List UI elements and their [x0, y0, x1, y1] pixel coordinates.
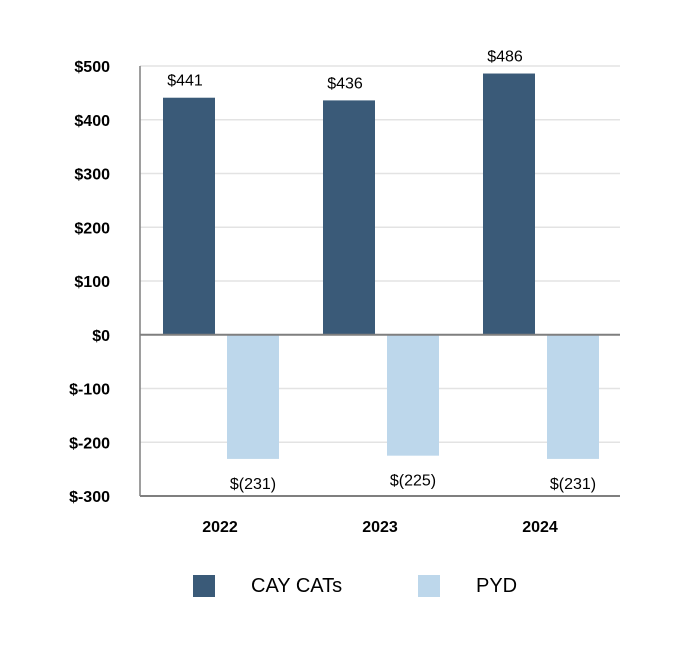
legend-label-cay-cats: CAY CATs: [251, 574, 343, 597]
data-label: $(225): [390, 473, 436, 490]
legend-swatch-cay-cats: [193, 575, 215, 597]
legend-item-pyd: PYD: [418, 572, 517, 600]
x-tick-label: 2022: [202, 519, 238, 536]
bar-cay-cats-2024: [483, 73, 535, 335]
bar-pyd-2024: [547, 334, 599, 459]
legend-swatch-pyd: [418, 575, 440, 597]
bar-cay-cats-2022: [163, 97, 215, 335]
y-tick-label: $300: [74, 167, 110, 184]
data-label: $441: [167, 73, 203, 90]
data-label: $(231): [230, 476, 276, 493]
y-tick-label: $-100: [69, 382, 110, 399]
data-label: $436: [327, 75, 363, 92]
y-tick-label: $100: [74, 274, 110, 291]
data-label: $486: [487, 49, 523, 66]
y-tick-label: $400: [74, 113, 110, 130]
y-tick-label: $0: [92, 328, 110, 345]
axes: [139, 66, 620, 497]
bar-pyd-2022: [227, 334, 279, 459]
y-tick-label: $200: [74, 220, 110, 237]
legend-label-pyd: PYD: [476, 574, 518, 597]
data-labels: $441 $436 $486 $(231) $(225) $(231): [167, 49, 596, 493]
x-tick-label: 2024: [522, 519, 558, 536]
legend: CAY CATs PYD: [0, 572, 684, 600]
x-axis-ticks: 2022 2023 2024: [202, 519, 558, 536]
x-tick-label: 2023: [362, 519, 398, 536]
bar-cay-cats-2023: [323, 100, 375, 335]
legend-item-cay-cats: CAY CATs: [193, 572, 342, 600]
y-tick-label: $-200: [69, 435, 110, 452]
y-tick-label: $500: [74, 59, 110, 76]
gridlines: [140, 65, 620, 443]
y-axis-ticks: $500 $400 $300 $200 $100 $0 $-100 $-200 $-300: [69, 59, 110, 506]
bar-pyd-2023: [387, 334, 439, 456]
y-tick-label: $-300: [69, 489, 110, 506]
bar-chart: $500 $400 $300 $200 $100 $0 $-100 $-200 $-300 20…: [69, 49, 620, 536]
data-label: $(231): [550, 476, 596, 493]
bars: [163, 73, 599, 459]
